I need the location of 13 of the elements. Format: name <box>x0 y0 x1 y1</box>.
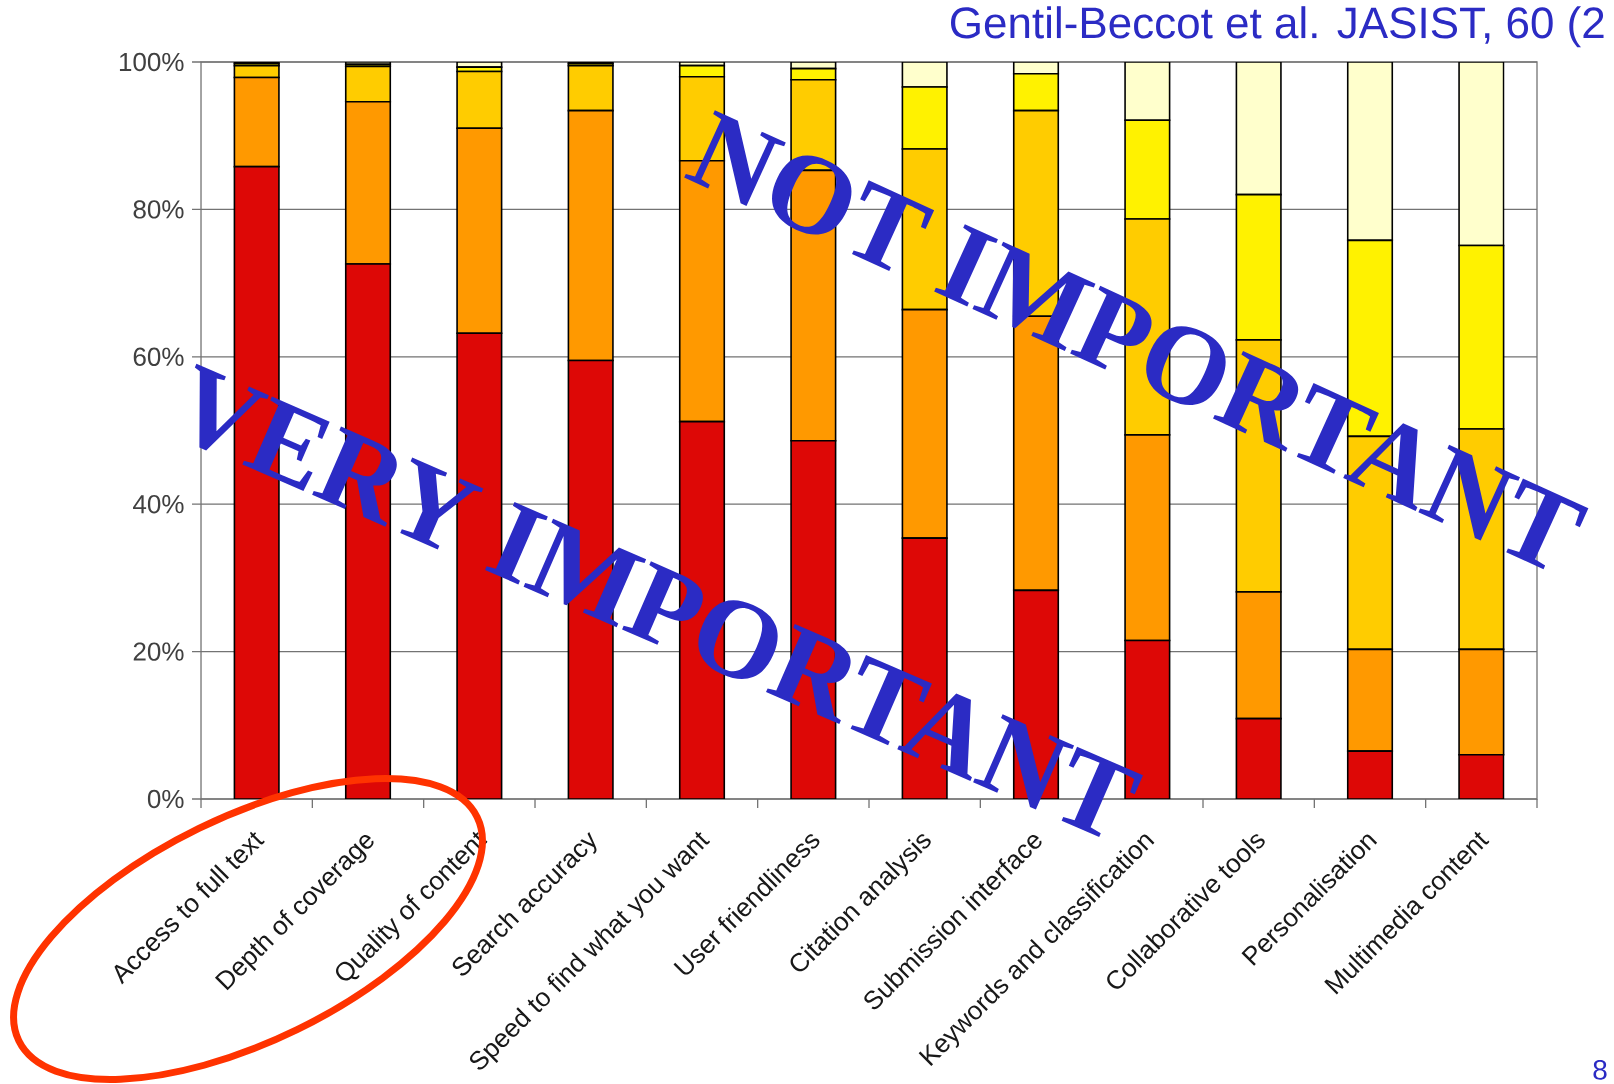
y-tick-label: 100% <box>119 52 184 72</box>
bar <box>1235 717 1282 799</box>
bar <box>1458 753 1505 799</box>
y-tick-label: 20% <box>133 642 184 661</box>
bar <box>1235 61 1282 196</box>
bar <box>1346 750 1394 799</box>
y-tick-label: 60% <box>133 347 184 366</box>
text: Gentil-Beccot et al. JASIST, 60 (2 <box>950 6 1604 48</box>
y-tick-label: 80% <box>133 200 184 219</box>
y-tick-label: 40% <box>133 494 184 514</box>
text: 8 <box>1593 1059 1607 1080</box>
y-tick-label: 0% <box>147 789 184 809</box>
bar <box>1124 61 1171 122</box>
